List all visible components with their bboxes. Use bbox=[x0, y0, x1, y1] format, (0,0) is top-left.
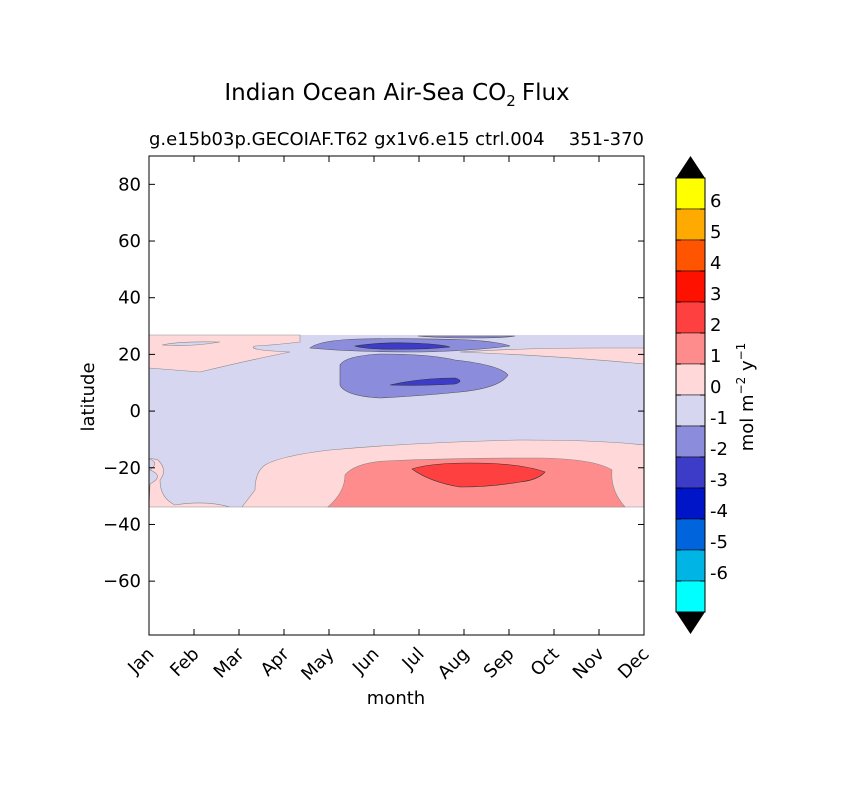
colorbar-level-label: 2 bbox=[710, 315, 721, 336]
y-tick-label: 60 bbox=[118, 231, 141, 252]
colorbar-swatch bbox=[675, 239, 706, 272]
colorbar-swatch bbox=[675, 177, 706, 210]
colorbar-level-label: 6 bbox=[710, 191, 721, 212]
y-tick-label: −60 bbox=[103, 571, 141, 592]
colorbar-level-label: -3 bbox=[710, 470, 728, 491]
x-axis-label: month bbox=[367, 688, 425, 709]
y-axis-label: latitude bbox=[78, 362, 99, 431]
contour-north-west-notch bbox=[161, 341, 221, 346]
colorbar-extend-top bbox=[676, 156, 705, 178]
y-tick-label: −40 bbox=[103, 514, 141, 535]
colorbar-level-label: 3 bbox=[710, 284, 721, 305]
colorbar-level-label: 1 bbox=[710, 346, 721, 367]
y-tick-label: 40 bbox=[118, 288, 141, 309]
x-tick-label: Mar bbox=[210, 643, 249, 682]
colorbar-swatch bbox=[675, 549, 706, 582]
colorbar-swatch bbox=[675, 487, 706, 520]
colorbar-swatch bbox=[675, 363, 706, 396]
x-tick-label: Nov bbox=[569, 643, 609, 683]
colorbar-swatch bbox=[675, 301, 706, 334]
y-tick-label: 80 bbox=[118, 174, 141, 195]
contour-bay-neg1 bbox=[339, 353, 509, 399]
chart-subtitle-left: g.e15b03p.GECOIAF.T62 gx1v6.e15 ctrl.004 bbox=[149, 129, 545, 150]
x-tick-label: Jul bbox=[398, 644, 429, 675]
y-tick-label: 0 bbox=[130, 401, 141, 422]
colorbar-swatch bbox=[675, 208, 706, 241]
colorbar-swatch bbox=[675, 425, 706, 458]
x-tick-label: Dec bbox=[614, 644, 653, 683]
x-tick-label: Jun bbox=[348, 644, 383, 679]
y-axis: 80 60 40 20 0 −20 −40 −60 bbox=[103, 174, 644, 592]
colorbar-swatch bbox=[675, 518, 706, 551]
colorbar-swatch bbox=[675, 456, 706, 489]
colorbar-level-label: -6 bbox=[710, 563, 728, 584]
x-tick-label: Feb bbox=[166, 644, 203, 681]
colorbar-swatch bbox=[675, 580, 706, 613]
colorbar: 6 5 4 3 2 1 0 -1 -2 -3 -4 -5 -6 bbox=[675, 156, 728, 634]
colorbar-level-label: -4 bbox=[710, 501, 728, 522]
colorbar-level-label: -1 bbox=[710, 408, 728, 429]
contour-fill bbox=[147, 334, 645, 508]
colorbar-extend-bottom bbox=[676, 612, 705, 634]
colorbar-level-label: 4 bbox=[710, 253, 721, 274]
y-tick-label: −20 bbox=[103, 458, 141, 479]
x-tick-label: Jan bbox=[123, 644, 158, 679]
colorbar-level-label: 0 bbox=[710, 377, 721, 398]
colorbar-level-label: -2 bbox=[710, 439, 728, 460]
colorbar-swatch bbox=[675, 332, 706, 365]
colorbar-swatch bbox=[675, 394, 706, 427]
x-tick-label: May bbox=[297, 643, 338, 684]
x-tick-label: Sep bbox=[480, 644, 519, 683]
chart-subtitle-right: 351-370 bbox=[569, 129, 644, 150]
plot-frame bbox=[148, 155, 645, 636]
chart-title: Indian Ocean Air-Sea CO2 Flux bbox=[224, 80, 569, 110]
contour-bay-neg2 bbox=[389, 377, 461, 386]
x-tick-label: Aug bbox=[434, 644, 474, 684]
contour-arabian-neg2 bbox=[353, 342, 451, 350]
contour-south-pos2 bbox=[411, 462, 546, 488]
y-tick-label: 20 bbox=[118, 344, 141, 365]
x-tick-label: Apr bbox=[257, 643, 294, 680]
colorbar-swatch bbox=[675, 270, 706, 303]
colorbar-label: mol m−2 y−1 bbox=[734, 343, 758, 452]
colorbar-level-label: -5 bbox=[710, 532, 728, 553]
plot-area: 80 60 40 20 0 −20 −40 −60 Jan Feb Mar Apr May Jun Jul… bbox=[103, 155, 654, 685]
x-tick-label: Oct bbox=[527, 644, 564, 681]
contour-arabian-top bbox=[417, 335, 516, 339]
colorbar-level-label: 5 bbox=[710, 222, 721, 243]
